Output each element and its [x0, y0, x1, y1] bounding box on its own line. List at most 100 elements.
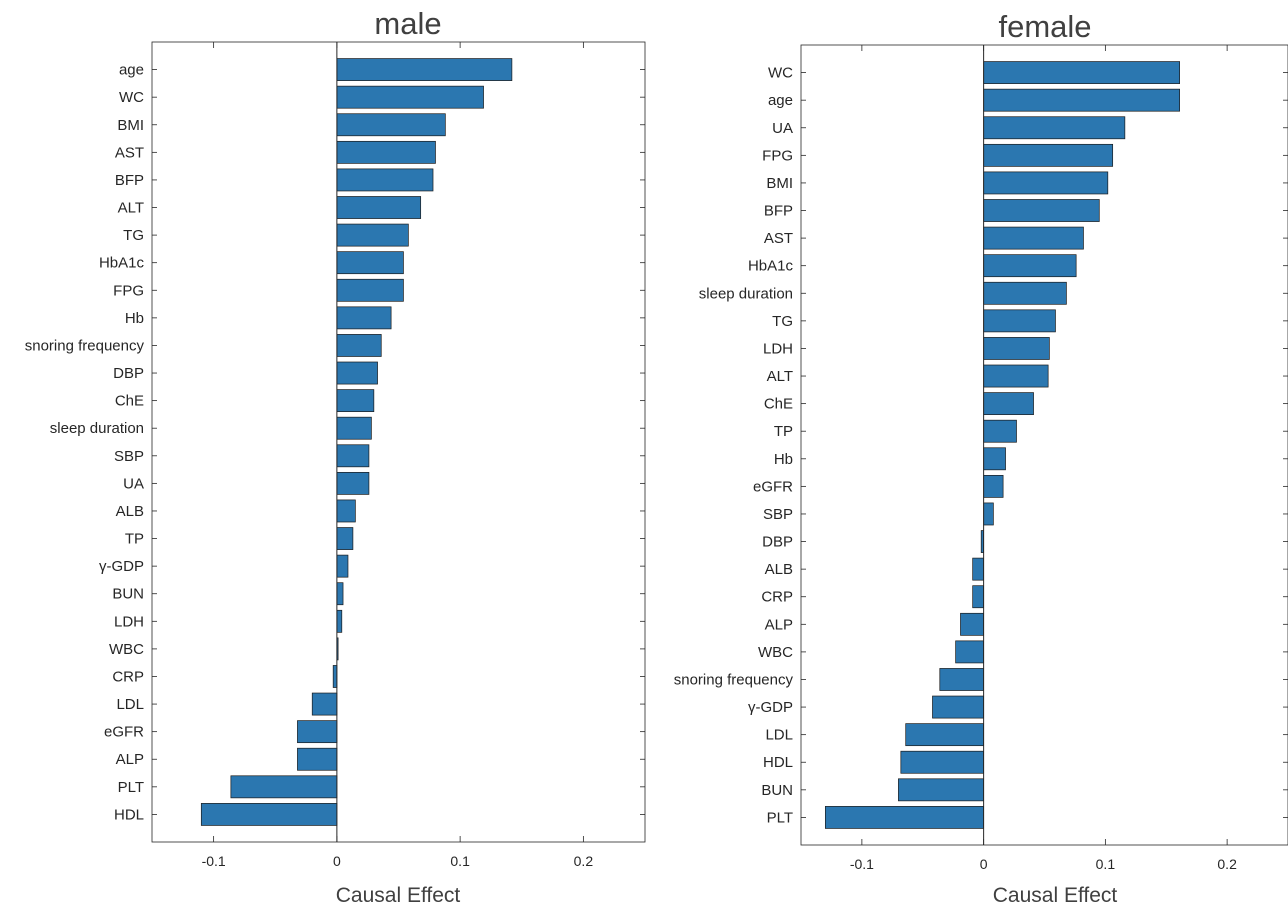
category-label: LDH	[114, 613, 144, 630]
bar	[336, 278, 404, 302]
x-tick-label: 0.2	[1217, 856, 1237, 872]
bar	[983, 61, 1180, 84]
category-label: TG	[123, 227, 144, 244]
bar	[983, 309, 1056, 333]
bar	[955, 640, 984, 664]
x-axis-label: Causal Effect	[993, 884, 1118, 905]
bar	[336, 499, 356, 523]
category-label: HbA1c	[748, 258, 794, 275]
category-label: HDL	[763, 754, 793, 771]
category-label: HDL	[114, 806, 144, 823]
bar	[983, 116, 1126, 140]
bar	[905, 723, 984, 747]
bar	[336, 444, 370, 468]
bar	[336, 361, 378, 385]
category-label: FPG	[762, 147, 793, 164]
bar	[336, 609, 343, 633]
category-label: sleep duration	[699, 285, 793, 302]
bar	[336, 251, 404, 275]
bar	[983, 199, 1100, 222]
x-tick-label: 0	[980, 856, 988, 872]
category-label: ChE	[115, 393, 144, 410]
category-label: CRP	[761, 589, 793, 606]
category-label: ChE	[764, 396, 793, 413]
bar	[336, 389, 375, 413]
bar	[983, 419, 1017, 443]
category-label: BFP	[764, 203, 793, 220]
bar	[972, 585, 984, 609]
category-label: CRP	[112, 668, 144, 685]
category-label: γ-GDP	[748, 699, 793, 716]
bar	[939, 668, 984, 691]
category-label: PLT	[118, 779, 144, 796]
category-label: TP	[774, 423, 793, 440]
category-label: age	[119, 62, 144, 79]
category-label: ALT	[767, 368, 793, 385]
chart-title: female	[998, 9, 1091, 44]
bar	[983, 88, 1180, 112]
bar	[336, 334, 382, 357]
category-label: Hb	[125, 310, 144, 327]
bar	[972, 557, 984, 581]
category-label: γ-GDP	[99, 558, 144, 575]
bar	[336, 554, 349, 578]
category-label: FPG	[113, 282, 144, 299]
bar	[336, 58, 513, 81]
bar	[983, 254, 1077, 278]
bar	[230, 775, 338, 799]
category-label: ALB	[116, 503, 144, 520]
bar	[336, 196, 422, 219]
bar	[336, 582, 344, 606]
category-label: WC	[768, 65, 793, 82]
category-label: ALP	[116, 751, 144, 768]
plot-area-frame	[151, 41, 646, 843]
bar	[932, 695, 984, 719]
category-label: LDL	[116, 696, 144, 713]
category-label: PLT	[767, 809, 793, 826]
bar	[983, 226, 1084, 250]
category-label: ALP	[765, 616, 793, 633]
category-label: eGFR	[104, 724, 144, 741]
bar	[983, 447, 1006, 471]
bar	[983, 474, 1004, 498]
bar	[200, 803, 338, 826]
bar	[311, 692, 338, 716]
category-label: age	[768, 92, 793, 109]
category-label: HbA1c	[99, 255, 145, 272]
x-tick-label: 0.1	[450, 853, 470, 869]
x-tick-label: -0.1	[850, 856, 874, 872]
chart-title: male	[374, 6, 441, 41]
category-label: ALB	[765, 561, 793, 578]
bar	[983, 281, 1067, 305]
x-tick-label: 0	[333, 853, 341, 869]
bar	[336, 223, 409, 247]
bar	[336, 416, 372, 440]
bar	[297, 747, 338, 771]
category-label: SBP	[114, 448, 144, 465]
bar	[983, 364, 1049, 388]
bar	[336, 140, 436, 164]
bar	[983, 337, 1050, 360]
x-axis-label: Causal Effect	[336, 884, 461, 905]
category-label: TG	[772, 313, 793, 330]
category-label: WBC	[109, 641, 144, 658]
plot-area-frame	[800, 44, 1288, 846]
category-label: BUN	[761, 782, 793, 799]
bar	[336, 85, 484, 109]
category-label: snoring frequency	[25, 337, 145, 354]
bar	[898, 778, 984, 802]
category-label: BMI	[117, 117, 144, 134]
bar	[336, 168, 434, 192]
bar	[336, 306, 392, 330]
category-label: BFP	[115, 172, 144, 189]
category-label: WBC	[758, 644, 793, 661]
bar	[336, 527, 354, 550]
bar	[983, 392, 1034, 416]
bar	[336, 471, 370, 495]
bar	[983, 502, 994, 526]
category-label: ALT	[118, 200, 144, 217]
bar	[336, 113, 446, 137]
bar	[983, 143, 1114, 167]
category-label: AST	[115, 144, 144, 161]
